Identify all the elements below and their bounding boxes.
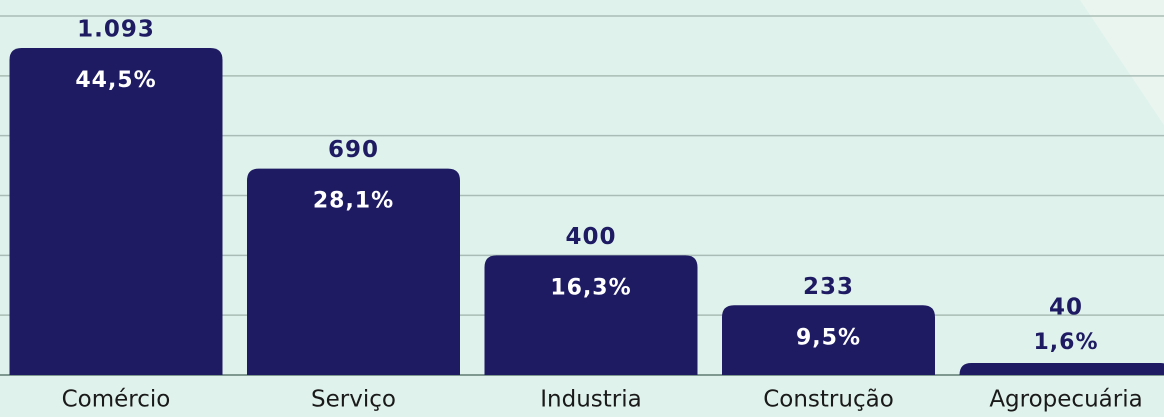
value-label: 40: [1049, 295, 1083, 321]
bar: [722, 305, 935, 375]
value-label: 233: [803, 274, 854, 300]
share-label: 1,6%: [1033, 330, 1098, 355]
share-label: 16,3%: [550, 275, 631, 300]
x-tick-label: Agropecuária: [989, 387, 1142, 413]
bar: [484, 255, 698, 375]
share-label: 44,5%: [75, 68, 156, 93]
value-label: 1.093: [77, 17, 155, 43]
share-label: 28,1%: [313, 189, 394, 214]
value-label: 400: [565, 224, 616, 250]
share-label: 9,5%: [796, 325, 861, 350]
bar: [9, 48, 223, 375]
x-tick-label: Comércio: [62, 387, 171, 413]
bar: [247, 168, 460, 375]
x-tick-label: Serviço: [311, 387, 396, 413]
x-tick-label: Industria: [540, 387, 641, 413]
x-tick-label: Construção: [763, 387, 894, 413]
decoration: [1080, 0, 1164, 125]
value-label: 690: [328, 137, 379, 163]
bar: [959, 363, 1164, 375]
